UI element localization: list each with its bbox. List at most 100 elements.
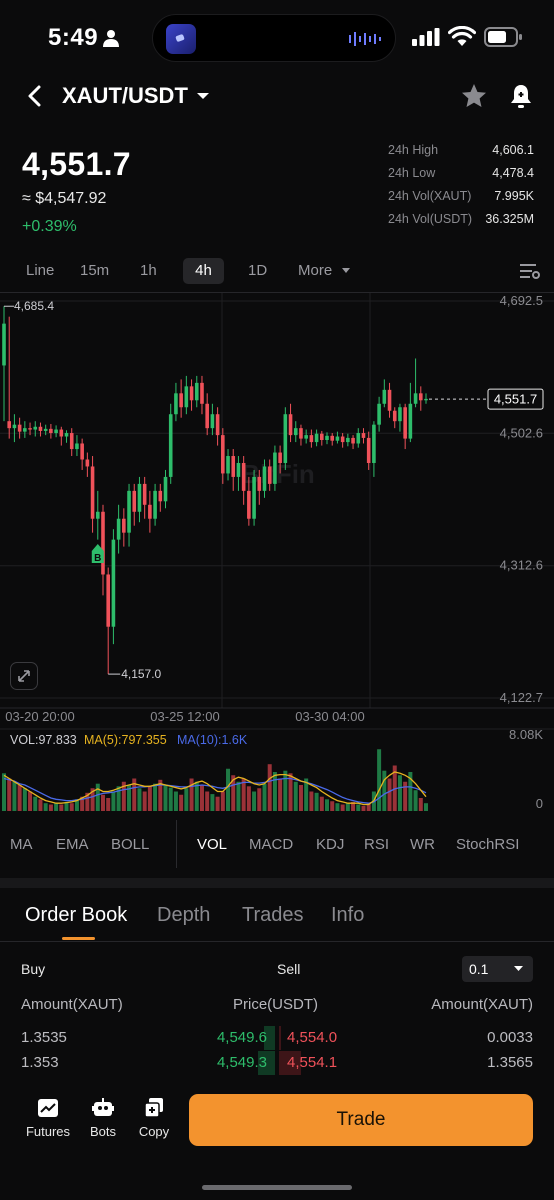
candle-body xyxy=(23,428,27,432)
volume-bar xyxy=(288,773,293,811)
caret-down-icon[interactable] xyxy=(196,91,210,101)
interval-4h[interactable]: 4h xyxy=(183,258,224,284)
audio-wave-icon xyxy=(349,32,381,46)
candle-body xyxy=(320,433,324,440)
volume-bar xyxy=(226,768,231,811)
fullscreen-button[interactable] xyxy=(10,662,38,690)
candle-body xyxy=(137,483,142,512)
y-axis-label: 4,692.5 xyxy=(500,293,543,308)
candle-body xyxy=(231,456,236,477)
sell-price: 4,554.0 xyxy=(287,1029,338,1046)
indicator-wr[interactable]: WR xyxy=(410,836,435,853)
candle-body xyxy=(43,428,48,431)
futures-label: Futures xyxy=(25,1124,71,1139)
trade-button[interactable]: Trade xyxy=(189,1094,533,1146)
candle-body xyxy=(17,424,22,432)
candle-body xyxy=(95,511,100,519)
divider xyxy=(176,820,177,868)
tab-order-book[interactable]: Order Book xyxy=(25,904,128,926)
stat-row: 24h Vol(USDT) 36.325M xyxy=(388,212,534,235)
price-change-percent: +0.39% xyxy=(22,218,77,235)
copy-icon xyxy=(144,1098,163,1118)
volume-bar xyxy=(199,785,204,811)
chart-settings-icon[interactable] xyxy=(520,263,540,279)
stat-value: 7.995K xyxy=(494,189,534,203)
fiat-price: ≈ $4,547.92 xyxy=(22,190,107,207)
volume-bar xyxy=(137,788,142,811)
volume-max-label: 8.08K xyxy=(509,727,543,742)
back-arrow-icon[interactable] xyxy=(24,82,46,110)
caret-down-icon[interactable] xyxy=(342,268,350,274)
precision-select[interactable]: 0.1 xyxy=(462,956,533,982)
home-indicator xyxy=(202,1185,352,1190)
futures-button[interactable]: Futures xyxy=(18,1098,78,1139)
volume-bar xyxy=(95,783,100,811)
volume-bar xyxy=(33,796,38,811)
bots-button[interactable]: Bots xyxy=(73,1098,133,1139)
volume-bar xyxy=(278,778,283,811)
volume-bar xyxy=(361,805,366,811)
tab-trades[interactable]: Trades xyxy=(242,904,304,926)
candle-body xyxy=(267,466,272,484)
candle-body xyxy=(226,456,230,474)
interval-1h[interactable]: 1h xyxy=(140,262,157,279)
volume-bar xyxy=(116,786,121,811)
copy-button[interactable]: Copy xyxy=(124,1098,184,1139)
indicator-ema[interactable]: EMA xyxy=(56,836,89,853)
indicator-stochrsi[interactable]: StochRSI xyxy=(456,836,520,853)
favorite-star-icon[interactable] xyxy=(460,82,488,110)
indicator-macd[interactable]: MACD xyxy=(249,836,294,853)
interval-15m[interactable]: 15m xyxy=(80,262,110,279)
stat-label: 24h Vol(XAUT) xyxy=(388,189,472,203)
pair-selector[interactable]: XAUT/USDT xyxy=(62,83,188,108)
candle-body xyxy=(80,443,84,460)
x-axis-label: 03-30 04:00 xyxy=(295,709,364,724)
candle-body xyxy=(392,410,397,422)
candle-body xyxy=(252,476,256,519)
order-book-row[interactable]: 1.353 4,549.3 4,554.1 1.3565 xyxy=(0,1051,554,1075)
indicator-boll[interactable]: BOLL xyxy=(111,836,150,853)
candle-body xyxy=(163,476,168,502)
sell-depth-bar xyxy=(279,1026,281,1050)
volume-bar xyxy=(48,804,53,811)
kline-canvas[interactable]: BitFin 4,692.5 4,502.6 4,312.6 4,122.7 03-20… xyxy=(0,293,554,830)
interval-line[interactable]: Line xyxy=(26,262,55,279)
indicator-rsi[interactable]: RSI xyxy=(364,836,390,853)
price-alert-bell-icon[interactable] xyxy=(508,82,534,110)
volume-bar xyxy=(220,791,225,811)
indicator-ma[interactable]: MA xyxy=(10,836,33,853)
tab-depth[interactable]: Depth xyxy=(157,904,211,926)
indicator-vol[interactable]: VOL xyxy=(197,836,228,853)
ma10-label: MA(10):1.6K xyxy=(177,733,248,747)
interval-1d[interactable]: 1D xyxy=(248,262,268,279)
col-amount-sell: Amount(XAUT) xyxy=(431,996,533,1013)
stat-label: 24h Vol(USDT) xyxy=(388,212,473,226)
volume-bar xyxy=(189,778,194,811)
kline-chart[interactable]: BitFin 4,692.5 4,502.6 4,312.6 4,122.7 03-20… xyxy=(0,293,554,830)
ma10-line xyxy=(3,777,427,804)
volume-bar xyxy=(90,788,95,811)
candle-body xyxy=(325,435,329,440)
candle-body xyxy=(247,490,251,519)
candle-body xyxy=(33,426,38,430)
interval-more[interactable]: More xyxy=(298,262,333,279)
volume-bar xyxy=(12,781,17,811)
candle-body xyxy=(283,414,288,463)
wifi-icon xyxy=(448,26,476,46)
bottom-action-bar: Futures Bots Copy Trade xyxy=(0,1086,554,1156)
volume-bar xyxy=(43,803,48,811)
candle-body xyxy=(64,433,69,437)
candle-body xyxy=(309,435,314,443)
pair-header: XAUT/USDT xyxy=(0,76,554,116)
tab-info[interactable]: Info xyxy=(331,904,365,926)
volume-bar xyxy=(54,803,59,811)
candle-body xyxy=(205,403,209,429)
volume-bar xyxy=(74,799,79,811)
col-price: Price(USDT) xyxy=(233,996,318,1013)
volume-bar xyxy=(28,791,33,811)
stat-label: 24h High xyxy=(388,143,439,157)
order-book-row[interactable]: 1.3535 4,549.6 4,554.0 0.0033 xyxy=(0,1026,554,1050)
volume-bar xyxy=(408,772,413,811)
indicator-kdj[interactable]: KDJ xyxy=(316,836,345,853)
volume-bar xyxy=(59,804,64,811)
